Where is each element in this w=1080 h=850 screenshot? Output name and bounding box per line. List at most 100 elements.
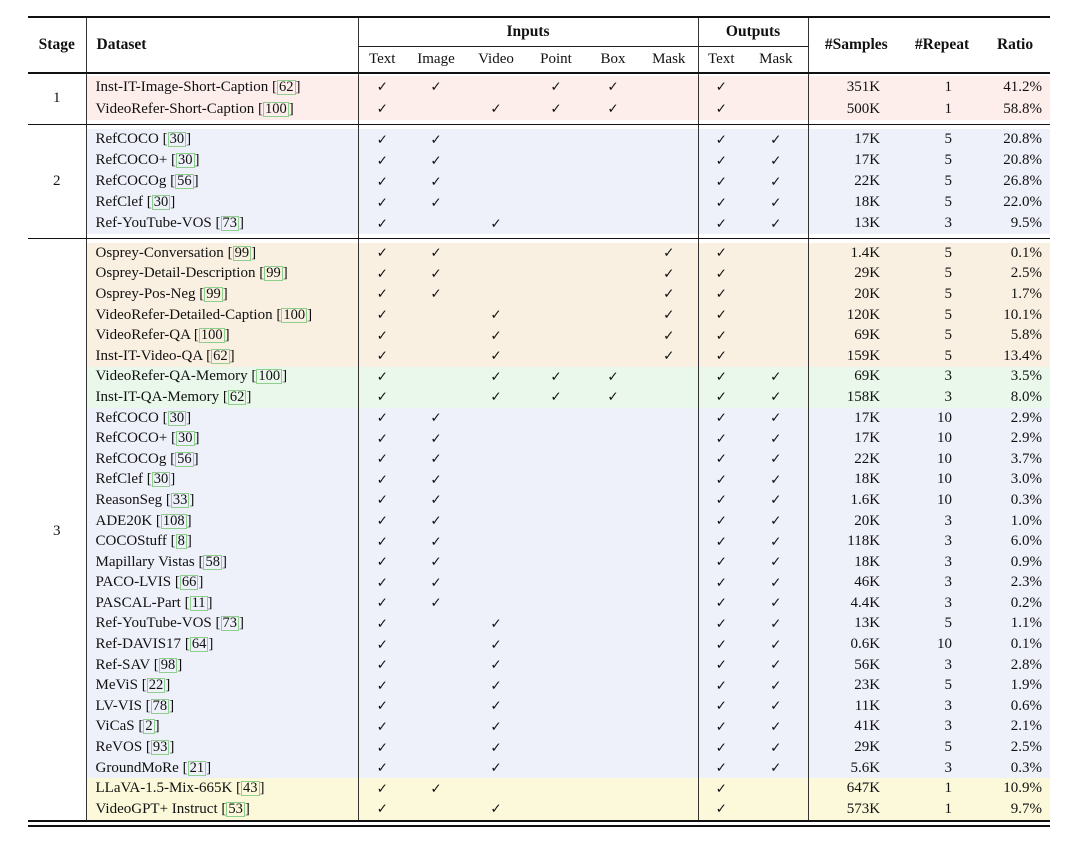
empty-cell (586, 213, 640, 234)
checkmark-output-mask: ✓ (744, 490, 809, 511)
col-group-outputs: Outputs (698, 17, 809, 47)
empty-cell (526, 243, 586, 264)
empty-cell (526, 129, 586, 150)
empty-cell (640, 696, 699, 717)
empty-cell (526, 654, 586, 676)
repeat-value: 5 (904, 737, 981, 758)
checkmark-input-mask: ✓ (640, 345, 699, 367)
col-header-input-point: Point (540, 50, 572, 67)
checkmark-input-video: ✓ (466, 654, 526, 676)
checkmark-input-image: ✓ (406, 490, 466, 511)
checkmark-output-mask: ✓ (744, 716, 809, 738)
citation-bracket: ] (288, 100, 294, 117)
table-row: RefClef [30] ✓ ✓ ✓ ✓ 18K 5 22.0% (28, 192, 1051, 213)
empty-cell (526, 407, 586, 429)
table-row: PASCAL-Part [11] ✓ ✓ ✓ ✓ 4.4K 3 0.2% (28, 593, 1051, 614)
empty-cell (640, 716, 699, 738)
empty-cell (640, 150, 699, 171)
empty-cell (586, 737, 640, 758)
checkmark-output-text: ✓ (698, 325, 745, 346)
empty-cell (466, 129, 526, 150)
repeat-value: 5 (904, 304, 981, 326)
table-row: RefCOCOg [56] ✓ ✓ ✓ ✓ 22K 5 26.8% (28, 171, 1051, 192)
checkmark-output-text: ✓ (698, 345, 745, 367)
col-header-input-text: Text (369, 50, 396, 67)
citation-bracket: ] (224, 327, 230, 344)
checkmark-input-video: ✓ (466, 213, 526, 234)
repeat-value: 3 (904, 716, 981, 738)
empty-cell (526, 572, 586, 594)
repeat-value: 10 (904, 407, 981, 429)
dataset-name: LV-VIS (95, 697, 142, 714)
empty-cell (526, 213, 586, 234)
empty-cell (640, 551, 699, 573)
checkmark-input-video: ✓ (466, 675, 526, 697)
citation-bracket: ] (222, 285, 228, 302)
samples-value: 351K (808, 76, 905, 98)
citation-ref: 100 (281, 306, 308, 323)
empty-cell (406, 387, 466, 408)
empty-cell (744, 778, 809, 800)
spacer-cell (28, 234, 87, 239)
citation-bracket: ] (170, 471, 176, 488)
dataset-cell: LV-VIS [78] (86, 696, 359, 717)
spacer-cell (808, 73, 1051, 76)
dataset-name: COCOStuff (95, 533, 167, 550)
empty-cell (406, 634, 466, 655)
ratio-value: 10.9% (980, 778, 1051, 800)
citation-bracket: [ (223, 244, 233, 261)
checkmark-input-text: ✓ (358, 448, 406, 470)
empty-cell (406, 325, 466, 346)
dataset-name: LLaVA-1.5-Mix-665K (95, 780, 233, 797)
checkmark-input-video: ✓ (466, 98, 526, 120)
spacer-cell (86, 124, 359, 129)
empty-cell (640, 778, 699, 800)
checkmark-output-mask: ✓ (744, 551, 809, 573)
citation-bracket: [ (137, 677, 147, 694)
checkmark-input-image: ✓ (406, 469, 466, 491)
table-row: RefCOCO+ [30] ✓ ✓ ✓ ✓ 17K 10 2.9% (28, 428, 1051, 449)
samples-value: 0.6K (808, 634, 905, 655)
dataset-cell: VideoRefer-Detailed-Caption [100] (86, 304, 359, 326)
checkmark-output-text: ✓ (698, 192, 745, 213)
table-row: VideoRefer-Short-Caption [100] ✓ ✓ ✓ ✓ ✓ 500K 1… (28, 98, 1051, 120)
citation-ref: 98 (158, 656, 178, 673)
dataset-name: RefClef (95, 471, 143, 488)
empty-cell (640, 634, 699, 655)
checkmark-output-text: ✓ (698, 366, 745, 388)
checkmark-input-video: ✓ (466, 716, 526, 738)
dataset-name: Inst-IT-QA-Memory (95, 388, 220, 405)
spacer-cell (358, 124, 699, 129)
citation-bracket: ] (244, 800, 250, 817)
empty-cell (526, 192, 586, 213)
ratio-value: 8.0% (980, 387, 1051, 408)
empty-cell (406, 675, 466, 697)
empty-cell (466, 76, 526, 98)
checkmark-input-image: ✓ (406, 284, 466, 305)
samples-value: 17K (808, 150, 905, 171)
checkmark-output-text: ✓ (698, 263, 745, 285)
checkmark-output-mask: ✓ (744, 129, 809, 150)
ratio-value: 41.2% (980, 76, 1051, 98)
dataset-name: Mapillary Vistas (95, 553, 195, 570)
spacer-cell (698, 73, 809, 76)
empty-cell (744, 98, 809, 120)
col-header-ratio: Ratio (996, 36, 1034, 53)
ratio-value: 2.5% (980, 737, 1051, 758)
repeat-value: 3 (904, 213, 981, 234)
repeat-value: 5 (904, 675, 981, 697)
checkmark-output-mask: ✓ (744, 510, 809, 532)
checkmark-input-image: ✓ (406, 171, 466, 192)
dataset-cell: RefCOCOg [56] (86, 171, 359, 192)
spacer-cell (698, 124, 809, 129)
checkmark-input-text: ✓ (358, 284, 406, 305)
dataset-table: Stage Dataset Inputs Outputs #Samples #R… (28, 16, 1051, 828)
empty-cell (526, 737, 586, 758)
samples-value: 13K (808, 213, 905, 234)
citation-bracket: ] (229, 347, 235, 364)
repeat-value: 5 (904, 284, 981, 305)
citation-bracket: ] (186, 533, 192, 550)
col-header-stage: Stage (28, 17, 87, 73)
empty-cell (526, 345, 586, 367)
dataset-name: MeViS (95, 677, 138, 694)
